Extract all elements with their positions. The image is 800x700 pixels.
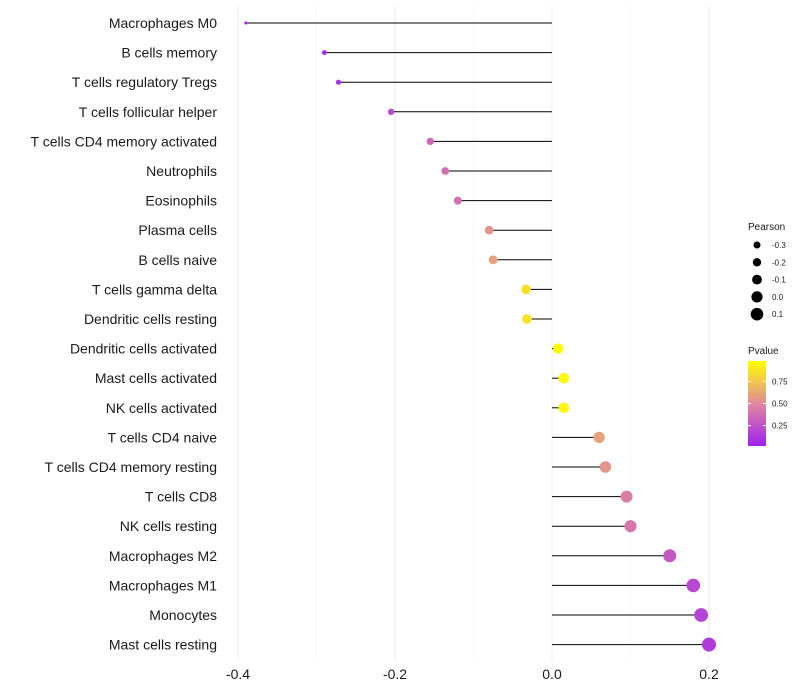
pvalue-tick-label: 0.75 <box>772 377 788 386</box>
category-label: T cells gamma delta <box>92 281 217 297</box>
lollipop-dot <box>244 21 248 25</box>
category-label: Neutrophils <box>146 163 217 179</box>
pearson-legend-label: -0.2 <box>772 258 786 267</box>
lollipop-dot <box>426 137 435 146</box>
lollipop-dot <box>441 167 450 175</box>
category-label: Macrophages M0 <box>109 15 217 31</box>
category-label: Dendritic cells activated <box>70 341 217 357</box>
x-tick-label: 0.2 <box>699 666 719 682</box>
lollipop-dot <box>321 50 327 56</box>
x-tick-label: -0.4 <box>226 666 250 682</box>
lollipop-dot <box>624 520 637 533</box>
category-label: Eosinophils <box>145 193 217 209</box>
pearson-legend-label: -0.1 <box>772 276 786 285</box>
lollipop-dot <box>484 225 494 235</box>
pvalue-tick-label: 0.50 <box>772 400 788 409</box>
pearson-legend-title: Pearson <box>748 222 785 233</box>
category-label: T cells CD4 memory activated <box>31 133 217 149</box>
category-label: Mast cells activated <box>95 370 217 386</box>
lollipop-dot <box>387 108 395 116</box>
pearson-legend-dot <box>752 258 762 267</box>
category-labels: Macrophages M0 B cells memory T cells regu… <box>31 15 218 653</box>
category-label: B cells naive <box>138 252 217 268</box>
grid-lines <box>237 6 710 660</box>
lollipop-dot <box>453 196 462 205</box>
category-label: T cells CD8 <box>145 489 217 505</box>
category-label: T cells CD4 memory resting <box>45 459 217 475</box>
category-label: T cells CD4 naive <box>108 429 218 445</box>
pearson-legend-dot <box>753 241 761 249</box>
category-label: T cells regulatory Tregs <box>72 74 217 90</box>
lollipop-dot <box>694 608 709 622</box>
category-label: Mast cells resting <box>109 637 217 653</box>
category-label: Dendritic cells resting <box>84 311 217 327</box>
lollipop-dot <box>558 372 570 384</box>
lollipop-dot <box>620 490 633 503</box>
lollipop-dot <box>522 314 532 324</box>
lollipop-dot <box>663 549 677 563</box>
category-label: B cells memory <box>121 45 217 61</box>
pearson-legend-dot <box>752 274 762 285</box>
lollipop-dot <box>335 79 342 85</box>
category-label: Plasma cells <box>138 222 217 238</box>
pearson-legend-label: 0.1 <box>772 310 784 319</box>
lollipop-stems <box>245 22 709 646</box>
lollipop-dot <box>593 431 605 444</box>
lollipop-dot <box>599 461 612 473</box>
category-label: T cells follicular helper <box>79 104 218 120</box>
pvalue-colorbar <box>748 361 766 446</box>
lollipop-dot <box>553 343 564 354</box>
lollipop-dots <box>244 21 716 652</box>
pearson-legend-label: -0.3 <box>772 241 786 250</box>
category-label: Monocytes <box>149 607 217 623</box>
category-label: NK cells activated <box>106 400 217 416</box>
lollipop-dot <box>686 578 701 593</box>
lollipop-dot <box>558 402 570 414</box>
x-axis-ticks: -0.4 -0.2 0.0 0.2 <box>226 666 719 682</box>
pearson-legend-dot <box>751 291 763 303</box>
category-label: NK cells resting <box>120 518 217 534</box>
lollipop-dot <box>521 284 531 295</box>
pearson-size-legend: Pearson -0.3 -0.2 -0.1 0.0 0.1 <box>748 222 786 321</box>
lollipop-dot <box>488 255 498 265</box>
pvalue-tick-label: 0.25 <box>772 422 788 431</box>
x-tick-label: 0.0 <box>542 666 562 682</box>
pvalue-color-legend: Pvalue 0.75 0.50 0.25 <box>748 346 788 446</box>
lollipop-dot <box>702 637 716 652</box>
pvalue-legend-title: Pvalue <box>748 346 779 357</box>
pearson-legend-label: 0.0 <box>772 293 784 302</box>
x-tick-label: -0.2 <box>383 666 407 682</box>
category-label: Macrophages M1 <box>109 577 217 593</box>
pearson-legend-dot <box>750 307 764 321</box>
category-label: Macrophages M2 <box>109 548 217 564</box>
